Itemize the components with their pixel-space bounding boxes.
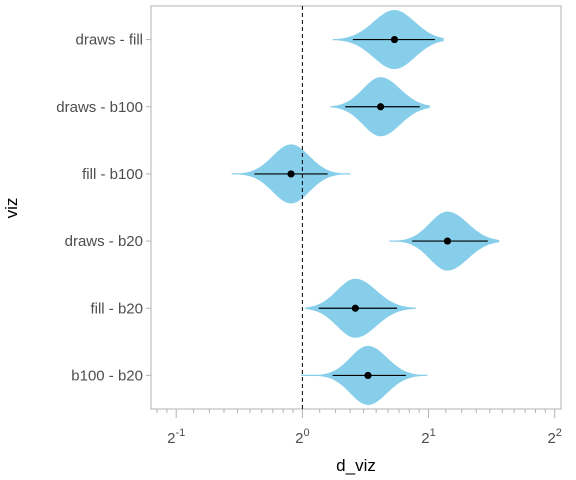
y-axis-title: viz (2, 198, 21, 219)
intervals (254, 35, 488, 380)
point-estimate (364, 371, 372, 380)
x-axis-title: d_viz (336, 456, 376, 475)
point-estimate (443, 237, 452, 245)
x-tick-label: 2-1 (167, 427, 185, 447)
y-tick-label: fill - b100 (82, 166, 143, 183)
x-tick-labels: 2-1 20 21 22 (167, 427, 562, 447)
y-tick-label: draws - b100 (56, 99, 143, 116)
x-tick-label: 21 (421, 427, 435, 447)
x-tick-label: 22 (547, 427, 561, 447)
point-estimate (351, 304, 359, 312)
y-tick-label: fill - b20 (90, 300, 143, 317)
y-tick-labels: draws - fill draws - b100 fill - b100 draws… (56, 32, 151, 384)
y-tick-label: draws - fill (75, 32, 143, 49)
point-estimate (390, 35, 399, 44)
plot-panel (150, 5, 562, 410)
y-tick-label: draws - b20 (65, 233, 143, 250)
y-tick-label: b100 - b20 (71, 367, 143, 384)
x-tick-label: 20 (295, 427, 309, 447)
x-minor-ticks (156, 409, 546, 413)
x-major-ticks (175, 409, 556, 418)
point-estimate (377, 103, 385, 111)
point-estimate (287, 170, 295, 178)
